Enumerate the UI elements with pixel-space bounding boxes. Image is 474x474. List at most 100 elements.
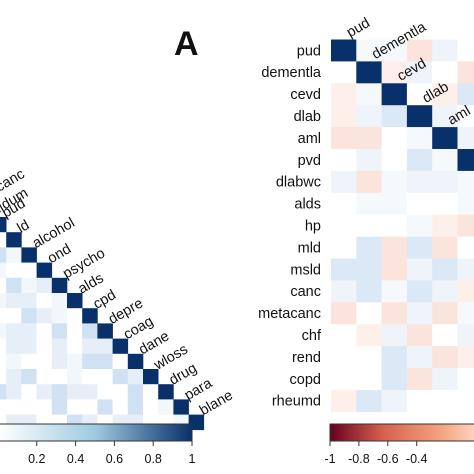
left-cell [6,353,22,370]
left-cell [21,399,37,415]
right-row-label-pud: pud [297,43,321,59]
right-cell [381,389,408,413]
right-cell [432,170,458,194]
right-cell [432,236,458,259]
right-cell [381,149,408,172]
right-cell [457,105,474,128]
left-cell [21,308,37,324]
left-cell [21,353,37,370]
right-cell [406,346,433,369]
left-colorbar-tick-label: 0.2 [28,452,45,466]
right-cell [381,192,408,215]
right-row-label-rend: rend [292,350,321,366]
left-diagonal-cell-coag [112,338,129,355]
right-cell [457,127,474,150]
right-diagonal-cell-pvd [457,149,474,172]
left-cell [0,399,7,415]
right-cell [356,83,382,106]
right-cell [457,346,474,369]
right-row-label-rheumd: rheumd [272,394,321,410]
right-cell [356,258,382,281]
right-cell [406,192,433,215]
left-cell [0,308,7,324]
right-cell [381,39,408,62]
left-cell [97,399,113,415]
right-row-label-hp: hp [305,218,321,234]
right-cell [356,389,382,413]
right-cell [381,368,408,391]
left-colorbar-tick-label: 0.8 [145,452,162,466]
right-row-label-chf: chf [302,328,322,344]
right-cell [406,236,433,259]
left-colorbar-tick-label: 1 [189,452,196,466]
left-cell [0,293,7,309]
right-cell [457,236,474,259]
right-cell [331,61,357,84]
right-cell [432,105,458,128]
right-row-label-dementla: dementla [261,65,322,81]
left-cell [36,293,53,309]
left-cell [6,369,22,385]
left-cell [51,384,68,400]
right-cell [406,389,433,413]
left-cell [127,399,144,415]
right-cell [381,324,408,347]
left-cell [51,338,68,355]
right-cell [356,149,382,172]
right-row-label-mld: mld [298,240,321,256]
left-cell [36,277,53,294]
right-cell [432,346,458,369]
right-cell [406,280,433,303]
left-cell [158,399,174,415]
right-cell [432,280,458,303]
left-cell [6,308,22,324]
left-cell [82,338,98,355]
left-cell [6,338,22,355]
right-cell [356,105,382,128]
right-cell [432,258,458,281]
left-cell [21,384,37,400]
panel-letter: A [174,25,199,63]
left-cell [67,338,83,355]
left-cell [67,323,83,339]
left-cell [112,369,129,385]
right-cell [406,214,433,237]
right-cell [331,170,357,194]
right-diagonal-cell-dementla [356,61,382,84]
right-diagonal-cell-cevd [381,83,408,106]
right-cell [406,368,433,391]
left-cell [51,308,68,324]
left-cell [82,369,98,385]
right-cell [356,236,382,259]
right-cell [331,324,357,347]
left-diagonal-cell-pud [0,217,7,233]
left-cell [97,338,113,355]
right-cell [406,39,433,62]
left-cell [21,369,37,385]
left-cell [6,399,22,415]
right-heatmap-cells [331,39,474,413]
right-row-label-copd: copd [290,372,321,388]
right-diagonal-cell-pud [331,39,357,62]
right-cell [356,127,382,150]
left-cell [0,262,7,279]
left-cell [36,399,53,415]
right-row-label-msld: msld [290,262,321,278]
right-colorbar-gradient [329,423,474,442]
right-cell [356,214,382,237]
right-cell [457,324,474,347]
left-diagonal-cell-wloss [143,369,159,385]
right-cell [381,214,408,237]
right-colorbar-tick-label: -1 [324,452,335,466]
right-cell [457,258,474,281]
right-cell [432,149,458,172]
left-colorbar-tick-label: 0.6 [106,452,123,466]
right-cell [432,61,458,84]
right-cell [356,192,382,215]
right-cell [457,280,474,303]
right-cell [457,39,474,62]
right-cell [432,192,458,215]
right-cell [457,302,474,325]
left-cell [67,353,83,370]
right-row-label-alds: alds [294,197,321,213]
